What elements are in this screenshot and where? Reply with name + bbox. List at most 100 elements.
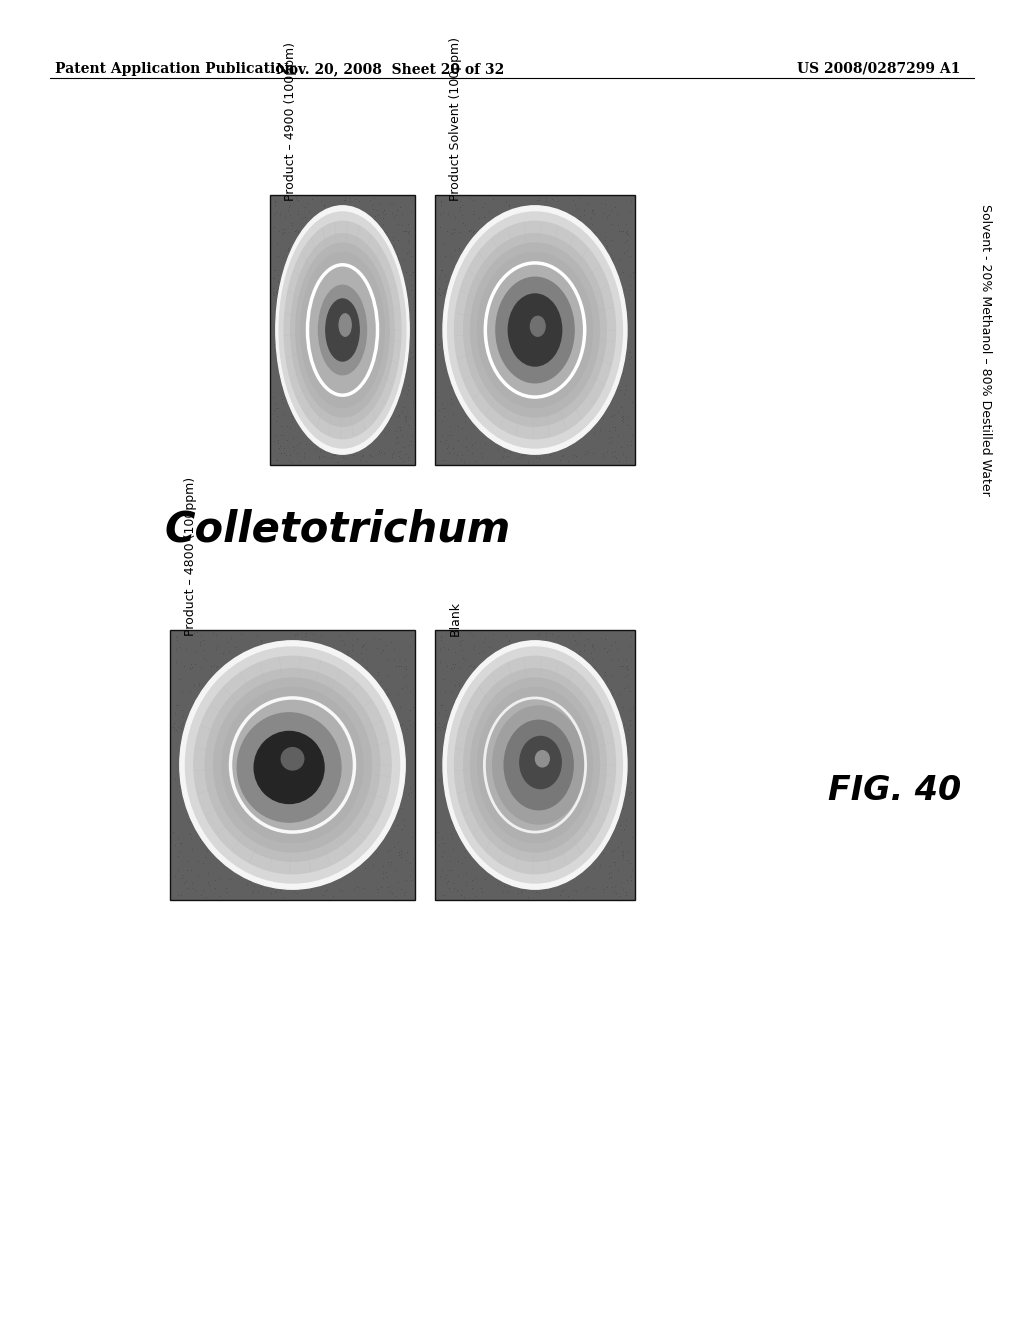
Point [186, 675, 203, 696]
Point [388, 656, 404, 677]
Point [370, 444, 386, 465]
Point [599, 441, 615, 462]
Point [375, 639, 391, 660]
Point [606, 876, 623, 898]
Point [457, 846, 473, 867]
Point [398, 412, 415, 433]
Point [560, 886, 577, 907]
Point [292, 630, 308, 651]
Point [502, 876, 518, 898]
Point [383, 632, 399, 653]
Point [432, 216, 449, 238]
Ellipse shape [301, 252, 384, 408]
Point [446, 256, 463, 277]
Point [451, 682, 467, 704]
Point [195, 853, 211, 874]
Point [219, 882, 236, 903]
Ellipse shape [520, 737, 561, 788]
Point [193, 631, 209, 652]
Point [550, 190, 566, 211]
Ellipse shape [443, 206, 627, 454]
Point [538, 623, 554, 644]
Point [171, 775, 187, 796]
Point [211, 886, 227, 907]
Point [331, 624, 347, 645]
Point [401, 853, 418, 874]
Point [289, 883, 305, 904]
Point [565, 879, 582, 900]
Point [282, 417, 298, 438]
Point [623, 866, 639, 887]
Point [337, 190, 353, 211]
Point [623, 636, 639, 657]
Point [607, 851, 624, 873]
Point [403, 346, 420, 367]
Point [302, 879, 318, 900]
Point [396, 810, 413, 832]
Point [265, 334, 282, 355]
Point [279, 430, 295, 451]
Point [436, 718, 453, 739]
Point [493, 870, 509, 891]
Point [265, 277, 282, 298]
Point [476, 433, 493, 454]
Point [383, 851, 399, 873]
Point [288, 187, 304, 209]
Point [465, 656, 481, 677]
Point [170, 884, 186, 906]
Point [385, 230, 401, 251]
Point [575, 634, 592, 655]
Text: Nov. 20, 2008  Sheet 20 of 32: Nov. 20, 2008 Sheet 20 of 32 [275, 62, 504, 77]
Point [443, 657, 460, 678]
Point [267, 630, 284, 651]
Point [440, 203, 457, 224]
Point [269, 282, 286, 304]
Point [275, 403, 292, 424]
Point [623, 626, 639, 647]
Point [167, 719, 183, 741]
Point [464, 203, 480, 224]
Point [180, 810, 197, 832]
Point [170, 717, 186, 738]
Point [265, 284, 282, 305]
Point [390, 230, 407, 251]
Point [612, 437, 629, 458]
Point [452, 829, 468, 850]
Point [386, 235, 402, 256]
Point [395, 450, 412, 471]
Point [435, 397, 452, 418]
Point [193, 656, 209, 677]
Point [595, 842, 611, 863]
Point [188, 879, 205, 900]
Point [279, 444, 295, 465]
Point [221, 642, 238, 663]
Point [168, 639, 184, 660]
Point [396, 409, 413, 430]
Point [211, 867, 227, 888]
Point [395, 380, 412, 401]
Point [443, 824, 460, 845]
Point [281, 449, 297, 470]
Point [389, 684, 406, 705]
Point [465, 656, 481, 677]
Point [625, 696, 641, 717]
Point [292, 432, 308, 453]
Point [403, 859, 420, 880]
Point [391, 842, 408, 863]
Point [400, 710, 417, 731]
Point [608, 883, 625, 904]
Point [396, 407, 413, 428]
Point [339, 194, 355, 215]
Point [585, 635, 601, 656]
Point [438, 706, 455, 727]
Point [620, 718, 636, 739]
Point [481, 201, 498, 222]
Point [595, 444, 611, 465]
Point [596, 226, 612, 247]
Point [473, 442, 489, 463]
Point [613, 220, 630, 242]
Point [392, 656, 409, 677]
Point [311, 446, 328, 467]
Ellipse shape [455, 656, 615, 874]
Point [296, 442, 312, 463]
